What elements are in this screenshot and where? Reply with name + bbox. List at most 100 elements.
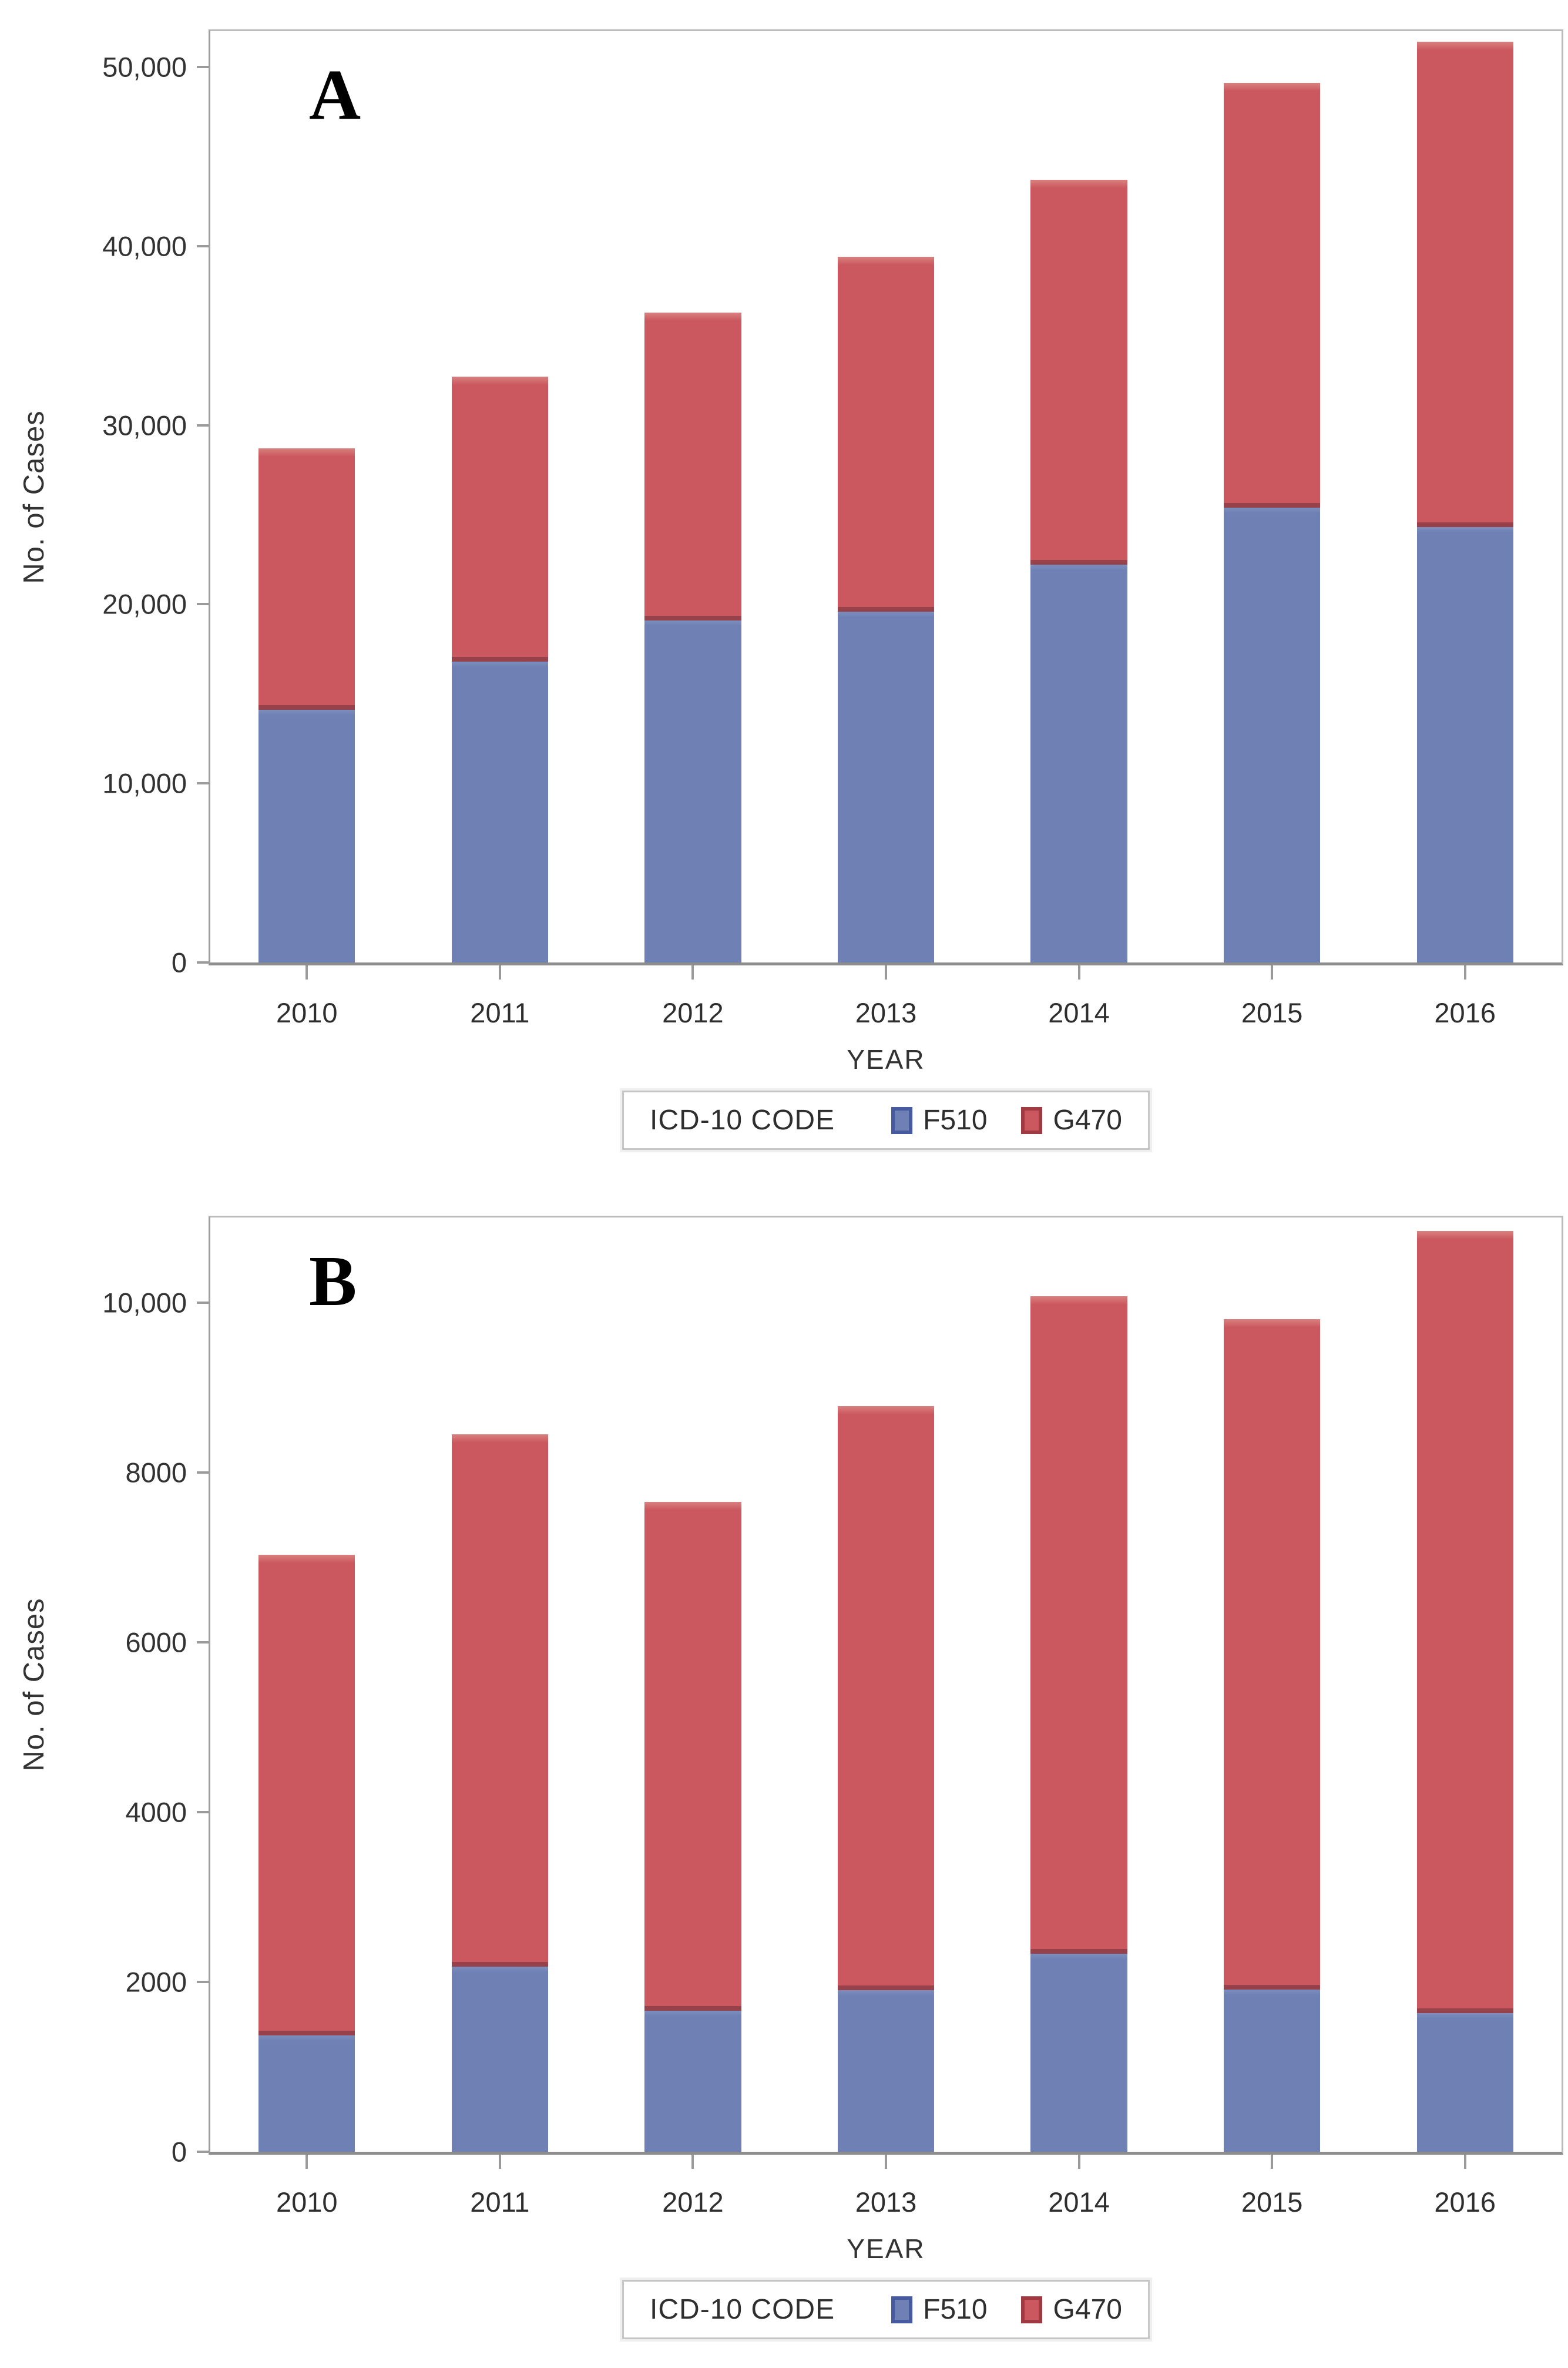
- x-tick-2011: [498, 2155, 501, 2169]
- x-tick-2012: [691, 965, 694, 980]
- x-tick-label-2010: 2010: [276, 2186, 338, 2218]
- y-tick-30000: [197, 424, 209, 427]
- x-tick-label-2015: 2015: [1241, 2186, 1303, 2218]
- x-tick-label-2016: 2016: [1434, 2186, 1496, 2218]
- y-tick-10000: [197, 1301, 209, 1304]
- x-tick-label-2011: 2011: [470, 2186, 530, 2218]
- bar-segment-F510-2014: [1030, 1954, 1127, 2152]
- y-tick-40000: [197, 244, 209, 247]
- y-tick-6000: [197, 1641, 209, 1643]
- legend-item-F510: F510: [891, 1104, 988, 1136]
- y-tick-4000: [197, 1810, 209, 1813]
- x-tick-2011: [498, 965, 501, 980]
- bar-slot-2012: [596, 1217, 790, 2152]
- bar-segment-G470-2014: [1030, 180, 1127, 565]
- bar-segment-F510-2016: [1416, 527, 1513, 962]
- bar-slot-2013: [790, 31, 983, 962]
- bar-segment-F510-2011: [451, 1966, 548, 2152]
- legend-title-b: ICD-10 CODE: [650, 2294, 835, 2325]
- bar-segment-F510-2011: [451, 661, 548, 962]
- y-axis-title-a: No. of Cases: [18, 410, 50, 584]
- bar-segment-G470-2012: [644, 312, 741, 620]
- stacked-bar-2015: [1223, 83, 1321, 962]
- legend-label-F510: F510: [923, 2294, 988, 2325]
- bar-segment-F510-2013: [837, 611, 935, 962]
- stacked-bar-2014: [1030, 180, 1127, 962]
- legend-items-a: F510 G470: [891, 1104, 1122, 1136]
- x-tick-label-2014: 2014: [1048, 997, 1110, 1028]
- plot-area-B: No. of Cases B 0 2000 4000 6000 8000 10,000 2…: [18, 1216, 1563, 2339]
- bar-slot-2011: [404, 31, 597, 962]
- bar-segment-G470-2016: [1416, 1231, 1513, 2014]
- y-tick-8000: [197, 1471, 209, 1474]
- bar-segment-F510-2012: [644, 2011, 741, 2152]
- y-tick-label-10000: 10,000: [102, 767, 187, 799]
- y-tick-label-4000: 4000: [125, 1796, 187, 1828]
- x-tick-label-2010: 2010: [276, 997, 338, 1028]
- x-tick-2010: [305, 2155, 308, 2169]
- panel-b: No. of Cases B 0 2000 4000 6000 8000 10,000 2…: [0, 1184, 1568, 2368]
- legend-swatch-F510: [891, 2296, 913, 2323]
- stacked-bar-2012: [644, 1502, 741, 2152]
- bar-segment-F510-2013: [837, 1990, 935, 2152]
- x-tick-2010: [305, 965, 308, 980]
- bar-segment-G470-2011: [451, 1434, 548, 1967]
- bar-segment-G470-2013: [837, 257, 935, 612]
- y-tick-label-20000: 20,000: [102, 588, 187, 620]
- y-tick-label-0: 0: [171, 947, 187, 978]
- panel-letter-a: A: [309, 55, 361, 135]
- bar-segment-G470-2015: [1223, 83, 1321, 508]
- x-tick-label-2012: 2012: [662, 2186, 724, 2218]
- x-tick-2013: [885, 965, 887, 980]
- legend-label-F510: F510: [923, 1105, 988, 1136]
- stacked-bar-2016: [1416, 42, 1513, 962]
- legend-item-G470: G470: [1021, 2293, 1122, 2326]
- y-tick-0: [197, 961, 209, 964]
- x-tick-label-2012: 2012: [662, 997, 724, 1028]
- x-tick-2014: [1077, 965, 1080, 980]
- bar-segment-F510-2010: [258, 2035, 355, 2152]
- bar-slot-2011: [404, 1217, 597, 2152]
- bar-segment-G470-2015: [1223, 1319, 1321, 1990]
- y-tick-label-0: 0: [171, 2136, 187, 2168]
- legend-b: ICD-10 CODE F510 G470: [622, 2280, 1150, 2339]
- bar-segment-G470-2012: [644, 1502, 741, 2011]
- bar-slot-2013: [790, 1217, 983, 2152]
- bar-segment-G470-2010: [258, 1554, 355, 2035]
- y-tick-label-50000: 50,000: [102, 51, 187, 83]
- x-tick-label-2011: 2011: [470, 997, 530, 1028]
- stacked-bar-2011: [451, 1434, 548, 2152]
- bar-segment-G470-2013: [837, 1406, 935, 1991]
- x-tick-label-2013: 2013: [855, 997, 917, 1028]
- stacked-bar-2010: [258, 1554, 355, 2152]
- x-tick-label-2015: 2015: [1241, 997, 1303, 1028]
- bar-segment-F510-2015: [1223, 1989, 1321, 2152]
- bar-segment-G470-2011: [451, 377, 548, 662]
- y-tick-20000: [197, 603, 209, 606]
- x-tick-2015: [1271, 2155, 1274, 2169]
- legend-a: ICD-10 CODE F510 G470: [622, 1091, 1150, 1150]
- y-tick-2000: [197, 1980, 209, 1983]
- y-axis-title-b: No. of Cases: [18, 1598, 50, 1772]
- x-tick-2016: [1463, 2155, 1466, 2169]
- y-tick-50000: [197, 65, 209, 68]
- legend-swatch-G470: [1021, 2296, 1043, 2323]
- x-axis-title-b: YEAR: [847, 2233, 925, 2264]
- y-tick-label-40000: 40,000: [102, 230, 187, 262]
- legend-swatch-F510: [891, 1106, 913, 1134]
- stacked-bar-2010: [258, 448, 355, 962]
- x-tick-2013: [885, 2155, 887, 2169]
- y-tick-label-6000: 6000: [125, 1626, 187, 1658]
- bar-slot-2014: [982, 1217, 1176, 2152]
- legend-label-G470: G470: [1053, 2294, 1122, 2325]
- y-tick-label-2000: 2000: [125, 1966, 187, 1998]
- legend-swatch-G470: [1021, 1106, 1043, 1134]
- bar-slot-2014: [982, 31, 1176, 962]
- bar-slot-2010: [210, 31, 404, 962]
- stacked-bar-2014: [1030, 1296, 1127, 2152]
- stacked-bar-2012: [644, 312, 741, 962]
- stacked-bar-2011: [451, 377, 548, 962]
- bar-segment-F510-2014: [1030, 565, 1127, 962]
- bar-slot-2015: [1176, 31, 1369, 962]
